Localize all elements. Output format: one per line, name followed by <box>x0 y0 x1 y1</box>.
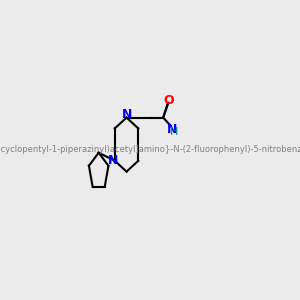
Text: H: H <box>170 128 178 137</box>
Text: N: N <box>167 123 177 136</box>
Text: 2-{[(4-cyclopentyl-1-piperazinyl)acetyl]amino}-N-(2-fluorophenyl)-5-nitrobenzami: 2-{[(4-cyclopentyl-1-piperazinyl)acetyl]… <box>0 146 300 154</box>
Text: O: O <box>163 94 174 106</box>
Text: N: N <box>122 108 133 122</box>
Text: N: N <box>107 154 118 167</box>
